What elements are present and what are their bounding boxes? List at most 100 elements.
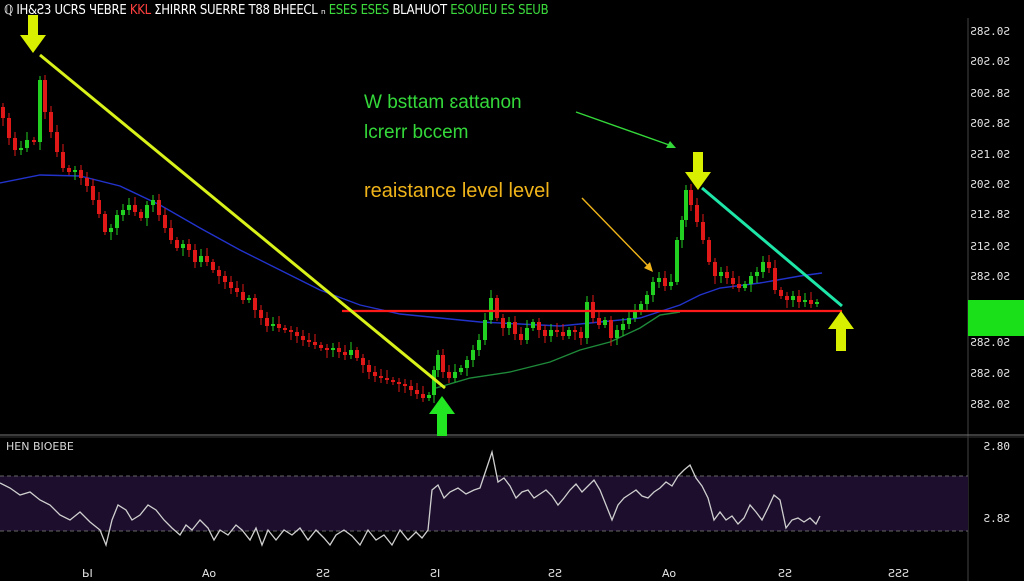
header-segment: ℚ: [4, 3, 17, 18]
candle: [495, 298, 499, 318]
oscillator-band: [0, 476, 968, 531]
candle: [701, 222, 705, 240]
candle: [615, 330, 619, 338]
candle: [361, 358, 365, 365]
annotation-resistance: reaistance level level: [364, 180, 550, 202]
candle: [779, 290, 783, 296]
candle: [109, 228, 113, 232]
candle: [809, 300, 813, 304]
candle: [265, 318, 269, 326]
header-segment: KKL: [129, 3, 155, 18]
candle: [307, 340, 311, 342]
time-axis-label: ƧƧ: [316, 567, 330, 580]
candle: [283, 328, 287, 330]
annotation-pointer-orange: [581, 197, 651, 269]
candle: [639, 304, 643, 312]
price-axis-label: Ƨ8Ƨ.0Ƨ: [970, 336, 1010, 349]
candle: [73, 170, 77, 172]
candle: [695, 205, 699, 222]
price-axis-label: Ƨ0Ƨ.0Ƨ: [970, 178, 1010, 191]
candle: [680, 220, 684, 240]
header-segment: ES: [500, 3, 519, 18]
price-axis-label: Ƨ8Ƨ.0Ƨ: [970, 270, 1010, 283]
candle: [543, 330, 547, 336]
candle: [379, 376, 383, 378]
candle: [235, 288, 239, 292]
candle: [791, 296, 795, 300]
candle: [669, 282, 673, 286]
candle: [633, 312, 637, 318]
candle: [199, 256, 203, 262]
candle: [163, 215, 167, 228]
candle: [713, 262, 717, 276]
price-axis-label: Ƨ0Ƨ.0Ƨ: [970, 55, 1010, 68]
candle: [55, 132, 59, 152]
moving-average-green: [435, 311, 681, 389]
downtrend-line-yellow: [39, 53, 446, 390]
candle: [761, 262, 765, 272]
candle: [415, 390, 419, 394]
candle: [421, 394, 425, 398]
candle: [689, 190, 693, 205]
candle: [205, 256, 209, 262]
candle: [397, 382, 401, 384]
candle: [803, 300, 807, 302]
candle: [579, 332, 583, 338]
candle: [453, 372, 457, 378]
annotation-pointer-orange-head: [644, 262, 653, 272]
candle: [325, 348, 329, 350]
candle: [19, 148, 23, 150]
candle: [513, 322, 517, 334]
candle: [471, 350, 475, 360]
time-axis-label: ƧI: [430, 567, 441, 580]
candle: [645, 295, 649, 304]
annotation-w-bottom-line2: lcrerr bccem: [364, 122, 469, 143]
candle: [719, 272, 723, 276]
candle: [367, 365, 371, 372]
candle: [621, 324, 625, 330]
candle: [749, 276, 753, 284]
header-segment: IH&Ƨ3 UCRS: [16, 3, 89, 18]
header-segment: T88: [248, 3, 274, 18]
price-axis-label: Ƨ8Ƨ.0Ƨ: [970, 367, 1010, 380]
candle: [217, 270, 221, 276]
price-axis-label: Ƨ0Ƨ.8Ƨ: [970, 87, 1010, 100]
header-segment: ЧЕBRE: [88, 3, 130, 18]
candle: [436, 355, 440, 370]
candle: [391, 380, 395, 382]
annotation-pointer-green-head: [666, 141, 676, 148]
time-axis-label: ƧƧ: [778, 567, 792, 580]
downtrend-line-teal: [701, 186, 843, 308]
candle: [13, 138, 17, 150]
candle: [815, 302, 819, 304]
candle: [43, 80, 47, 112]
candle: [241, 292, 245, 300]
candle: [139, 212, 143, 218]
candle: [489, 298, 493, 320]
header-segment: SEUB: [518, 3, 549, 18]
price-axis-label: Ƨ8Ƨ.0Ƨ: [970, 25, 1010, 38]
time-axis-label: Ao: [662, 567, 677, 580]
candle: [525, 328, 529, 340]
candle: [25, 140, 29, 148]
annotation-pointer-green: [575, 111, 673, 147]
header-segment: ESOUEU: [450, 3, 501, 18]
candle: [331, 348, 335, 350]
candle: [343, 352, 347, 355]
candle: [651, 282, 655, 295]
candle: [465, 360, 469, 368]
candle: [731, 278, 735, 284]
candle: [567, 330, 571, 336]
candle: [459, 368, 463, 372]
candle: [507, 322, 511, 328]
oscillator-line: [0, 449, 821, 548]
candle: [725, 272, 729, 278]
moving-average-blue: [0, 174, 823, 327]
annotation-w-bottom-line1: W bsttam ɛattanon: [364, 92, 522, 113]
candle: [61, 152, 65, 168]
candle: [537, 322, 541, 330]
time-axis-label: ƧƧ: [548, 567, 562, 580]
candle: [295, 332, 299, 336]
time-axis-label: ЬI: [82, 567, 93, 580]
